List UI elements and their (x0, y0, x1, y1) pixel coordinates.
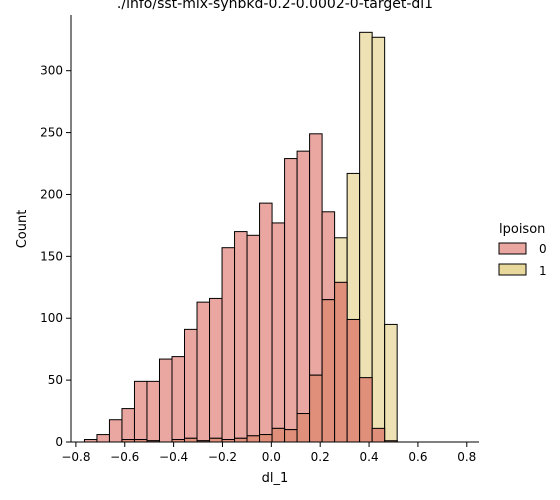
bar-overlap-bin-23 (371, 427, 386, 443)
bar-series-0-bin-12 (234, 231, 248, 443)
x-tick-label: −0.4 (159, 450, 188, 464)
y-tick-label: 150 (40, 249, 63, 263)
chart-title: ./info/sst-mix-synbkd-0.2-0.0002-0-targe… (117, 0, 433, 12)
bar-series-0-bin-2 (108, 419, 123, 443)
bar-overlap-bin-20 (334, 281, 348, 443)
legend: lpoison 0 1 (498, 222, 547, 278)
axes-group: −0.8 −0.6 −0.4 −0.2 0.0 0.2 0.4 0.6 0.8 0 50 100 150… (40, 15, 479, 464)
bar-overlap-bin-15 (271, 427, 286, 443)
bar-series-0-bin-10 (209, 297, 223, 443)
bar-series-0-bin-9 (196, 301, 211, 443)
bar-series-1-bin-24 (384, 323, 398, 443)
x-tick-label: −0.6 (110, 450, 139, 464)
legend-swatch-1 (498, 263, 527, 276)
bar-overlap-bin-10 (209, 437, 223, 443)
bar-series-0-bin-1 (96, 434, 110, 443)
legend-title: lpoison (499, 222, 545, 237)
y-tick-label: 100 (40, 311, 63, 325)
bar-overlap-bin-21 (346, 318, 361, 443)
bar-series-0-bin-15 (271, 222, 286, 443)
y-tick-label: 300 (40, 64, 63, 78)
y-tick-label: 0 (55, 435, 63, 449)
x-tick-label: 0.8 (457, 450, 476, 464)
y-tick-label: 250 (40, 126, 63, 140)
bar-series-0-bin-6 (158, 358, 173, 443)
x-axis-label: dl_1 (262, 471, 289, 486)
x-tick-label: 0.6 (408, 450, 427, 464)
x-tick-label: 0.0 (262, 450, 281, 464)
bar-series-0-bin-13 (246, 234, 261, 443)
bar-overlap-bin-17 (296, 413, 311, 443)
bar-overlap-bin-18 (309, 374, 323, 443)
bar-series-0-bin-7 (171, 356, 186, 443)
bar-series-0-bin-17 (296, 150, 311, 443)
x-tick-label: 0.4 (360, 450, 379, 464)
x-tick-label: −0.8 (61, 450, 90, 464)
bar-series-0-bin-5 (146, 380, 160, 443)
bar-series-0-bin-8 (184, 328, 198, 443)
bars-group (83, 31, 398, 443)
bar-overlap-bin-8 (184, 437, 198, 443)
bar-overlap-bin-14 (259, 434, 273, 443)
bar-overlap-bin-16 (284, 429, 298, 443)
x-tick-label: −0.2 (208, 450, 237, 464)
y-axis-label: Count (15, 210, 30, 249)
bar-series-0-bin-3 (121, 408, 135, 443)
legend-swatch-0 (498, 242, 527, 255)
bar-series-1-bin-23 (371, 36, 386, 443)
x-tick-label: 0.2 (311, 450, 330, 464)
bar-overlap-bin-19 (321, 299, 336, 443)
y-tick-label: 50 (48, 373, 63, 387)
bar-series-0-bin-11 (221, 247, 236, 443)
bar-series-0-bin-14 (259, 202, 273, 443)
bar-overlap-bin-13 (246, 435, 261, 443)
bar-series-0-bin-16 (284, 158, 298, 443)
bar-overlap-bin-12 (234, 437, 248, 443)
y-tick-label: 200 (40, 187, 63, 201)
bar-series-0-bin-4 (133, 380, 148, 443)
bar-overlap-bin-22 (359, 377, 373, 443)
legend-label-0: 0 (539, 242, 547, 256)
legend-label-1: 1 (539, 264, 547, 278)
